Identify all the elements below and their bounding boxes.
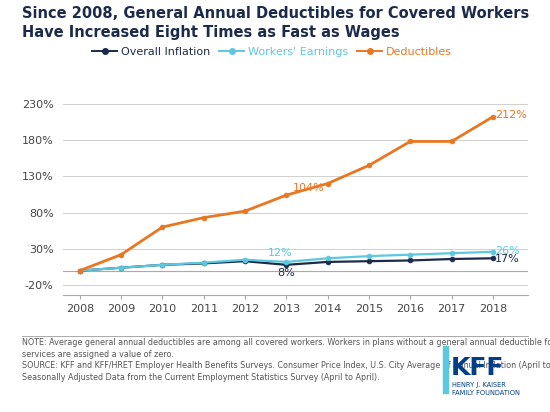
Text: Have Increased Eight Times as Fast as Wages: Have Increased Eight Times as Fast as Wa… — [22, 25, 400, 40]
Text: 17%: 17% — [495, 254, 520, 265]
Text: 8%: 8% — [277, 269, 295, 279]
Text: 212%: 212% — [495, 110, 527, 120]
Text: 12%: 12% — [268, 248, 293, 258]
Text: NOTE: Average general annual deductibles are among all covered workers. Workers : NOTE: Average general annual deductibles… — [22, 338, 550, 382]
Text: 104%: 104% — [293, 183, 324, 193]
Text: 26%: 26% — [495, 246, 520, 256]
Text: KFF: KFF — [451, 356, 504, 380]
Text: Since 2008, General Annual Deductibles for Covered Workers: Since 2008, General Annual Deductibles f… — [22, 6, 529, 21]
Text: HENRY J. KAISER
FAMILY FOUNDATION: HENRY J. KAISER FAMILY FOUNDATION — [452, 382, 520, 396]
Legend: Overall Inflation, Workers' Earnings, Deductibles: Overall Inflation, Workers' Earnings, De… — [88, 42, 457, 61]
